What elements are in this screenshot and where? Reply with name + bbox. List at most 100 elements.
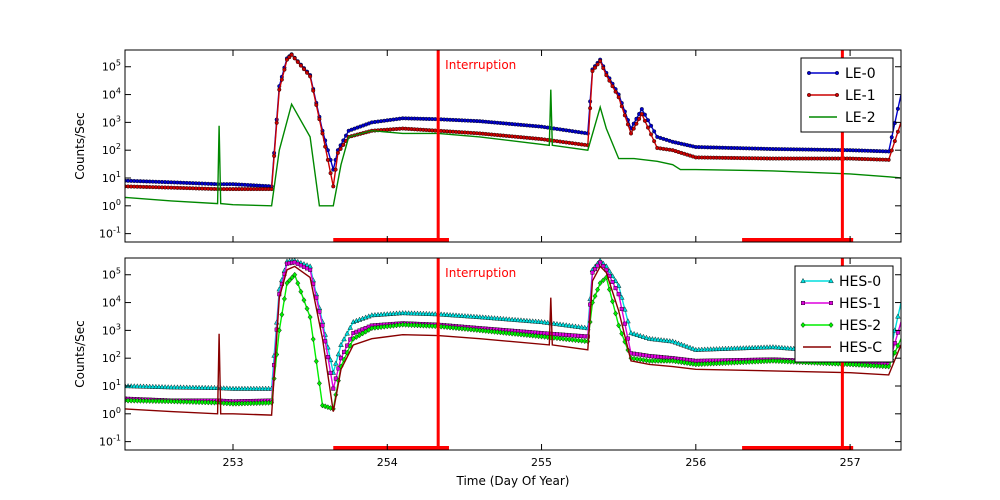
data-point [471,326,477,333]
data-point [320,323,325,328]
legend-label: HES-2 [839,318,881,334]
y-axis-label: Counts/Sec [73,320,87,388]
data-point [649,132,654,137]
data-point [298,63,303,68]
y-tick-label: 105 [102,267,121,282]
data-point [675,340,682,346]
y-tick-label: 105 [102,59,121,74]
data-point [327,357,334,363]
data-point [613,310,619,317]
y-tick-label: 102 [102,350,121,365]
legend-marker [835,92,840,97]
data-point [557,321,563,327]
legend-marker [807,92,812,97]
legend-marker [828,277,834,283]
data-point [622,321,627,326]
panel-top: Interruption 10-1 100 101 102 103 104 105 Coun… [73,49,902,243]
data-point [597,280,603,287]
data-point [681,359,687,366]
data-point [333,167,338,172]
data-point [643,357,649,364]
data-point [314,102,319,107]
data-point [462,326,468,332]
data-point [538,318,545,324]
interruption-label: Interruption [445,266,516,280]
data-point [456,325,462,332]
legend-marker [828,322,834,328]
data-point [284,57,289,62]
data-point [310,336,316,343]
data-point [308,267,313,272]
data-point [576,337,582,344]
data-point [560,321,566,327]
data-point [269,187,274,192]
data-point [279,311,285,318]
data-point [610,280,615,285]
data-point [578,324,585,330]
legend-item: LE-0 [807,66,876,82]
data-point [335,351,342,357]
data-point [593,65,598,70]
data-point [592,293,598,299]
plot-frame [124,49,902,243]
data-point [892,341,897,346]
data-point [282,67,287,72]
data-point [328,171,333,176]
data-point [453,325,459,331]
data-point [221,400,227,407]
data-point [284,280,290,287]
data-point [444,324,450,331]
data-point [347,324,353,330]
data-point [308,74,313,79]
data-point [542,333,548,340]
data-point [573,337,578,344]
legend-marker [807,70,812,75]
data-point [598,260,603,265]
data-point [566,336,572,343]
data-point [331,386,336,391]
data-point [619,330,625,337]
data-point [613,89,618,94]
data-point [569,323,576,329]
data-point [649,123,654,128]
data-point [642,118,647,123]
data-point [323,144,328,149]
legend-label: HES-C [839,340,882,356]
data-point [892,121,897,126]
data-point [687,360,693,367]
data-point [590,270,595,275]
data-point [652,139,657,144]
axis-layer: 10-1 100 101 102 103 104 105 [99,50,901,242]
data-point [459,325,465,332]
data-point [631,126,636,131]
data-point [569,336,575,343]
data-point [301,297,307,304]
data-point [333,376,338,381]
data-point [316,380,322,387]
data-point [450,324,456,331]
data-point [625,122,630,127]
data-point [292,56,297,61]
data-point [287,55,292,60]
data-point [628,330,634,336]
x-axis-label: Time (Day Of Year) [456,474,570,488]
x-tick-label: 255 [531,456,552,469]
interruption-layer: Interruption [333,258,854,450]
series-layer [125,52,901,207]
data-point [539,333,545,340]
data-point [554,335,560,342]
data-point [304,305,310,312]
data-point [640,333,647,339]
data-point [560,335,566,342]
y-tick-label: 104 [102,295,121,310]
y-tick-label: 10-1 [99,434,121,449]
data-point [335,150,340,155]
data-point [601,66,606,71]
data-point [298,288,304,295]
data-point [289,274,295,281]
data-point [631,330,637,337]
data-point [566,322,573,328]
x-tick-label: 254 [377,456,398,469]
data-point [607,78,612,83]
